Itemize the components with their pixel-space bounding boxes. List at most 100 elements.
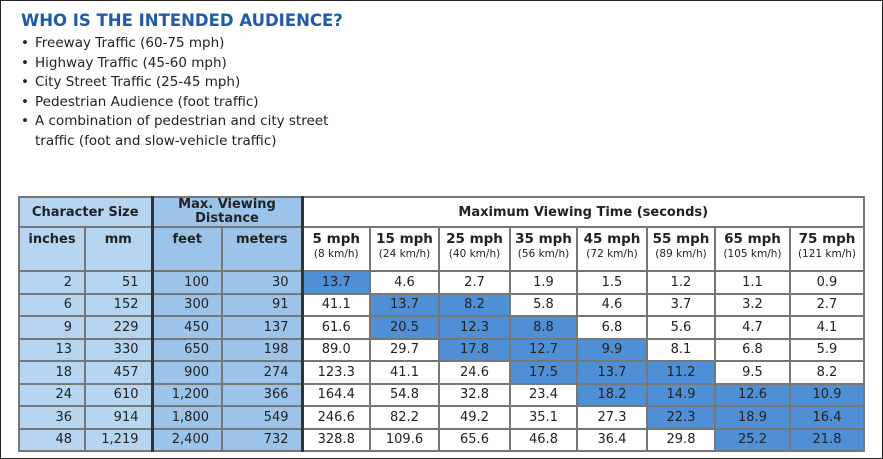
- cell-viewing-time: 16.4: [789, 405, 865, 430]
- cell-viewing-time: 6.8: [576, 315, 648, 340]
- cell-inches: 18: [18, 360, 86, 385]
- cell-viewing-time: 20.5: [369, 315, 440, 340]
- header-speed: 5 mph (8 km/h): [300, 226, 371, 272]
- table-row: 36 914 1,800 549 246.6 82.2 49.2 35.1 27.3 22.3 18…: [18, 405, 865, 430]
- cell-inches: 24: [18, 382, 86, 407]
- audience-list: Freeway Traffic (60-75 mph)Highway Traff…: [21, 34, 355, 151]
- cell-viewing-time: 8.2: [789, 360, 865, 385]
- cell-inches: 6: [18, 292, 86, 317]
- speed-mph: 65 mph: [724, 231, 781, 247]
- cell-viewing-time: 46.8: [509, 427, 578, 452]
- cell-viewing-time: 8.2: [438, 292, 511, 317]
- cell-viewing-time: 109.6: [369, 427, 440, 452]
- cell-meters: 274: [221, 360, 303, 385]
- cell-viewing-time: 5.9: [789, 337, 865, 362]
- cell-viewing-time: 13.7: [369, 292, 440, 317]
- cell-inches: 2: [18, 270, 86, 295]
- cell-viewing-time: 18.2: [576, 382, 648, 407]
- cell-viewing-time: 1.2: [646, 270, 716, 295]
- cell-mm: 1,219: [84, 427, 153, 452]
- cell-inches: 13: [18, 337, 86, 362]
- cell-mm: 51: [84, 270, 153, 295]
- cell-viewing-time: 25.2: [714, 427, 791, 452]
- header-speed: 35 mph (56 km/h): [509, 226, 578, 272]
- cell-viewing-time: 3.7: [646, 292, 716, 317]
- cell-viewing-time: 4.7: [714, 315, 791, 340]
- cell-viewing-time: 17.8: [438, 337, 511, 362]
- cell-meters: 91: [221, 292, 303, 317]
- speed-kmh: (24 km/h): [378, 248, 431, 260]
- header-max-viewing-time: Maximum Viewing Time (seconds): [300, 196, 865, 228]
- cell-viewing-time: 2.7: [438, 270, 511, 295]
- speed-mph: 35 mph: [515, 231, 572, 247]
- cell-viewing-time: 9.9: [576, 337, 648, 362]
- header-speed: 45 mph (72 km/h): [576, 226, 648, 272]
- cell-viewing-time: 32.8: [438, 382, 511, 407]
- table-row: 24 610 1,200 366 164.4 54.8 32.8 23.4 18.2 14.9 12…: [18, 382, 865, 407]
- cell-viewing-time: 5.6: [646, 315, 716, 340]
- section-title: WHO IS THE INTENDED AUDIENCE?: [21, 11, 343, 30]
- cell-mm: 457: [84, 360, 153, 385]
- speed-kmh: (40 km/h): [448, 248, 501, 260]
- header-speed: 25 mph (40 km/h): [438, 226, 511, 272]
- cell-viewing-time: 61.6: [300, 315, 371, 340]
- cell-feet: 1,200: [150, 382, 223, 407]
- cell-meters: 366: [221, 382, 303, 407]
- cell-viewing-time: 1.1: [714, 270, 791, 295]
- cell-viewing-time: 17.5: [509, 360, 578, 385]
- cell-mm: 330: [84, 337, 153, 362]
- speed-kmh: (56 km/h): [517, 248, 570, 260]
- cell-viewing-time: 2.7: [789, 292, 865, 317]
- speed-mph: 15 mph: [376, 231, 433, 247]
- table-row: 13 330 650 198 89.0 29.7 17.8 12.7 9.9 8.1 6.8 5.9: [18, 337, 865, 362]
- cell-viewing-time: 65.6: [438, 427, 511, 452]
- cell-viewing-time: 14.9: [646, 382, 716, 407]
- audience-item: A combination of pedestrian and city str…: [21, 112, 355, 151]
- audience-item: Pedestrian Audience (foot traffic): [21, 93, 355, 113]
- cell-feet: 450: [150, 315, 223, 340]
- cell-viewing-time: 11.2: [646, 360, 716, 385]
- cell-viewing-time: 12.3: [438, 315, 511, 340]
- header-feet: feet: [150, 226, 223, 272]
- cell-viewing-time: 0.9: [789, 270, 865, 295]
- cell-feet: 1,800: [150, 405, 223, 430]
- cell-viewing-time: 13.7: [300, 270, 371, 295]
- cell-feet: 100: [150, 270, 223, 295]
- cell-viewing-time: 12.6: [714, 382, 791, 407]
- speed-kmh: (105 km/h): [723, 248, 782, 260]
- table-row: 18 457 900 274 123.3 41.1 24.6 17.5 13.7 11.2 9.5 8…: [18, 360, 865, 385]
- table-row: 9 229 450 137 61.6 20.5 12.3 8.8 6.8 5.6 4.7 4.1: [18, 315, 865, 340]
- cell-mm: 914: [84, 405, 153, 430]
- speed-kmh: (72 km/h): [586, 248, 638, 260]
- header-speed: 55 mph (89 km/h): [646, 226, 716, 272]
- cell-viewing-time: 29.8: [646, 427, 716, 452]
- table-row: 48 1,219 2,400 732 328.8 109.6 65.6 46.8 36.4 29.…: [18, 427, 865, 452]
- cell-viewing-time: 164.4: [300, 382, 371, 407]
- speed-kmh: (89 km/h): [655, 248, 707, 260]
- cell-viewing-time: 24.6: [438, 360, 511, 385]
- cell-viewing-time: 23.4: [509, 382, 578, 407]
- audience-item: Freeway Traffic (60-75 mph): [21, 34, 355, 54]
- header-mm: mm: [84, 226, 153, 272]
- cell-viewing-time: 328.8: [300, 427, 371, 452]
- speed-mph: 55 mph: [652, 231, 710, 247]
- cell-feet: 300: [150, 292, 223, 317]
- cell-inches: 9: [18, 315, 86, 340]
- cell-viewing-time: 36.4: [576, 427, 648, 452]
- header-character-size: Character Size: [18, 196, 153, 228]
- cell-feet: 2,400: [150, 427, 223, 452]
- speed-mph: 5 mph: [312, 231, 360, 247]
- cell-viewing-time: 27.3: [576, 405, 648, 430]
- cell-viewing-time: 246.6: [300, 405, 371, 430]
- cell-viewing-time: 18.9: [714, 405, 791, 430]
- cell-viewing-time: 1.5: [576, 270, 648, 295]
- cell-viewing-time: 49.2: [438, 405, 511, 430]
- cell-viewing-time: 10.9: [789, 382, 865, 407]
- cell-viewing-time: 41.1: [369, 360, 440, 385]
- cell-mm: 152: [84, 292, 153, 317]
- table-row: 2 51 100 30 13.7 4.6 2.7 1.9 1.5 1.2 1.1 0.9: [18, 270, 865, 295]
- audience-item: Highway Traffic (45-60 mph): [21, 54, 355, 74]
- cell-viewing-time: 21.8: [789, 427, 865, 452]
- cell-viewing-time: 41.1: [300, 292, 371, 317]
- cell-viewing-time: 82.2: [369, 405, 440, 430]
